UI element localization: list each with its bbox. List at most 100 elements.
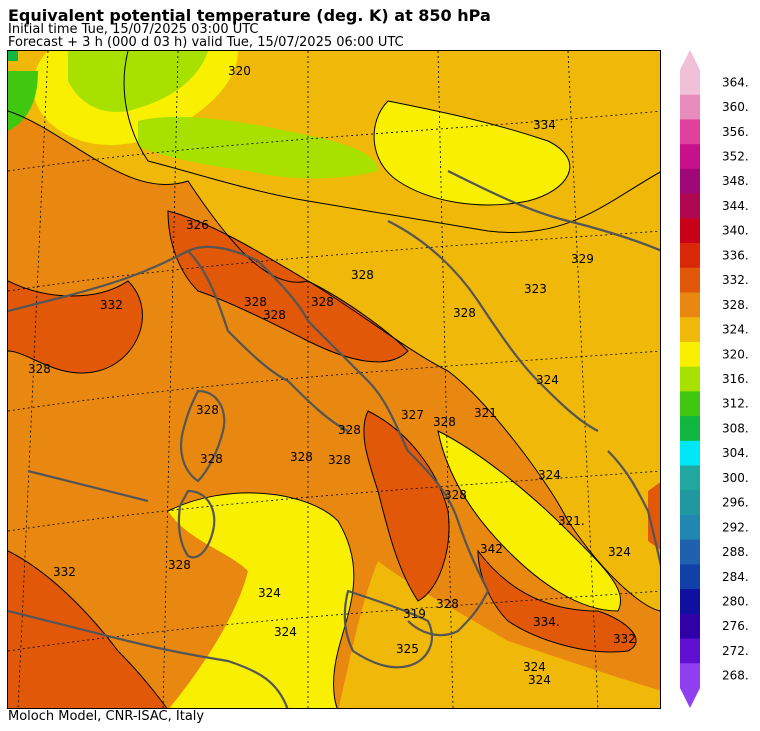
contour-label: 328 <box>444 488 467 502</box>
contour-label: 320 <box>228 64 251 78</box>
colorbar-tick-label: 344. <box>722 199 749 213</box>
map-title: Equivalent potential temperature (deg. K… <box>8 6 491 25</box>
contour-label: 324 <box>536 373 559 387</box>
colorbar-swatch <box>680 589 700 615</box>
colorbar-tick-label: 284. <box>722 570 749 584</box>
colorbar-swatch <box>680 94 700 120</box>
field-321-ionian <box>438 431 621 611</box>
colorbar-tick-label: 276. <box>722 619 749 633</box>
colorbar-tick-label: 292. <box>722 520 749 534</box>
colorbar-tick-label: 268. <box>722 669 749 683</box>
contour-label: 334 <box>533 118 556 132</box>
field-332-calabria <box>363 411 449 601</box>
contour-label: 332 <box>100 298 123 312</box>
colorbar-swatch <box>680 613 700 640</box>
field-332-east <box>648 482 660 550</box>
colorbar-swatch <box>680 465 700 491</box>
contour-label: 324 <box>538 468 561 482</box>
contour-label: 321 <box>474 406 497 420</box>
contour-label: 328 <box>28 362 51 376</box>
contour-label: 327 <box>401 408 424 422</box>
colorbar-swatch <box>680 366 700 392</box>
contour-label: 328 <box>436 597 459 611</box>
colorbar-swatch <box>680 168 700 195</box>
contour-label: 323 <box>524 282 547 296</box>
contour-label: 325 <box>396 642 419 656</box>
colorbar-swatch <box>680 564 700 590</box>
colorbar-swatch <box>680 514 700 541</box>
colorbar-swatch <box>680 391 700 417</box>
field-332-sw <box>8 551 167 708</box>
colorbar-tick-label: 332. <box>722 273 749 287</box>
field-320-south <box>168 492 354 708</box>
field-308-corner <box>8 51 18 61</box>
contour-label: 328 <box>351 268 374 282</box>
colorbar-tick-label: 356. <box>722 125 749 139</box>
colorbar-tick-label: 272. <box>722 644 749 658</box>
colorbar-tick-label: 352. <box>722 150 749 164</box>
contour-label: 328 <box>196 403 219 417</box>
colorbar-swatch <box>680 539 700 565</box>
contour-label: 328 <box>290 450 313 464</box>
contour-label: 324 <box>258 586 281 600</box>
colorbar-tick-label: 328. <box>722 298 749 312</box>
colorbar-arrow-top <box>680 50 700 70</box>
contour-label: 328 <box>263 308 286 322</box>
contour-label: 321. <box>558 514 585 528</box>
model-credit: Moloch Model, CNR-ISAC, Italy <box>8 709 205 724</box>
field-320-north <box>374 101 570 205</box>
colorbar-tick-label: 316. <box>722 372 749 386</box>
contour-label: 328 <box>453 306 476 320</box>
contour-label: 332 <box>53 565 76 579</box>
colorbar-swatch <box>680 416 700 442</box>
color-scale-legend: 364. 360. 356. 352. 348. 344. 340. 336. 332. 328.… <box>678 48 760 712</box>
contour-label: 328 <box>338 423 361 437</box>
colorbar-tick-label: 296. <box>722 496 749 510</box>
colorbar-swatch <box>680 144 700 170</box>
colorbar-tick-label: 280. <box>722 594 749 608</box>
colorbar-tick-label: 336. <box>722 248 749 262</box>
field-316-alps <box>68 51 208 112</box>
theta-e-map: 320 326 332 328 328 328 328 328 328 334 328 324 323 3… <box>7 50 661 709</box>
initial-time: Initial time Tue, 15/07/2025 03:00 UTC <box>8 22 259 37</box>
field-316-alps-east <box>138 116 378 179</box>
contour-label: 332 <box>613 632 636 646</box>
colorbar-swatch <box>680 292 700 318</box>
colorbar-swatch <box>680 317 700 343</box>
colorbar-swatch <box>680 243 700 269</box>
colorbar-swatch <box>680 70 700 96</box>
contour-label: 328 <box>311 295 334 309</box>
contour-label: 328 <box>328 453 351 467</box>
contour-label: 328 <box>200 452 223 466</box>
colorbar-swatch <box>680 638 700 664</box>
colorbar-swatch <box>680 490 700 516</box>
colorbar-swatch <box>680 218 700 244</box>
colorbar-tick-label: 348. <box>722 174 749 188</box>
contour-label: 328 <box>244 295 267 309</box>
forecast-time: Forecast + 3 h (000 d 03 h) valid Tue, 1… <box>8 35 404 50</box>
field-312-west <box>8 71 38 131</box>
colorbar-tick-label: 360. <box>722 100 749 114</box>
colorbar-tick-label: 304. <box>722 446 749 460</box>
colorbar-tick-label: 288. <box>722 545 749 559</box>
colorbar-arrow-bottom <box>680 688 700 708</box>
contour-label: 342 <box>480 542 503 556</box>
colorbar-tick-label: 300. <box>722 471 749 485</box>
colorbar-tick-label: 340. <box>722 224 749 238</box>
contour-label: 324 <box>608 545 631 559</box>
contour-label: 329 <box>571 252 594 266</box>
contour-label: 328 <box>168 558 191 572</box>
contour-label: 324 <box>523 660 546 674</box>
field-332-west <box>8 281 143 374</box>
colorbar-swatch <box>680 663 700 689</box>
contour-label: 324 <box>274 625 297 639</box>
contour-label: 319 <box>403 607 426 621</box>
colorbar-swatch <box>680 193 700 219</box>
colorbar-tick-label: 320. <box>722 347 749 361</box>
colorbar-tick-label: 364. <box>722 75 749 89</box>
contour-label: 326 <box>186 218 209 232</box>
colorbar-tick-label: 324. <box>722 323 749 337</box>
colorbar-swatch <box>680 440 700 467</box>
contour-label: 328 <box>433 415 456 429</box>
colorbar-tick-label: 312. <box>722 397 749 411</box>
